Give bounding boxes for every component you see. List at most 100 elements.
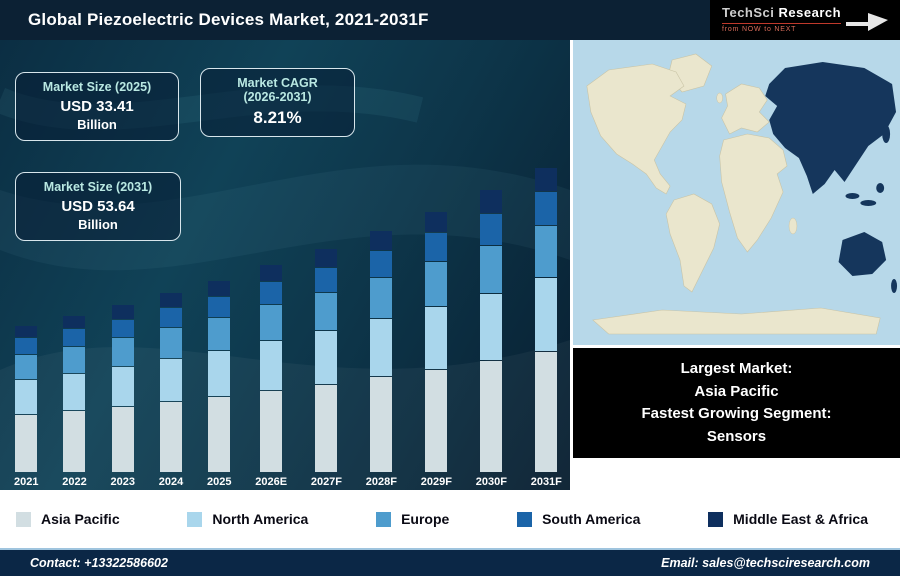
bar-segment-north-america	[260, 341, 283, 390]
map-antarctica	[592, 307, 881, 335]
logo-brand-techsci: TechSci	[722, 5, 775, 20]
x-axis-label: 2026E	[255, 476, 288, 488]
bar-segment-europe	[260, 305, 283, 341]
techsci-logo: TechSci Research from NOW to NEXT	[710, 0, 900, 40]
largest-market-label: Largest Market:	[680, 360, 793, 377]
right-panel: Largest Market: Asia Pacific Fastest Gro…	[573, 40, 900, 490]
bar-stack	[535, 167, 558, 472]
bar-segment-north-america	[480, 293, 503, 361]
x-axis-label: 2027F	[310, 476, 343, 488]
bar-segment-middle-east-africa	[208, 281, 231, 296]
legend-item-asia-pacific: Asia Pacific	[16, 511, 120, 527]
bar-segment-south-america	[260, 282, 283, 305]
market-size-2025-box: Market Size (2025) USD 33.41 Billion	[15, 72, 179, 141]
market-size-2031-box: Market Size (2031) USD 53.64 Billion	[15, 172, 181, 241]
bar-2026E: 2026E	[255, 265, 287, 488]
bar-segment-north-america	[535, 278, 558, 351]
bar-stack	[260, 265, 283, 472]
bar-segment-europe	[370, 278, 393, 319]
bar-segment-middle-east-africa	[111, 305, 134, 319]
bar-segment-north-america	[111, 366, 134, 406]
bar-2031F: 2031F	[530, 167, 562, 488]
bar-segment-south-america	[480, 213, 503, 245]
highlight-box: Largest Market: Asia Pacific Fastest Gro…	[573, 348, 900, 458]
x-axis-label: 2030F	[475, 476, 507, 488]
legend-swatch	[376, 511, 392, 527]
bar-segment-middle-east-africa	[370, 231, 393, 250]
bar-segment-asia-pacific	[63, 411, 86, 472]
footer-contact: Contact: +13322586602	[30, 556, 168, 570]
map-philippines	[876, 183, 885, 193]
bar-stack	[111, 305, 134, 472]
chart-legend: Asia Pacific North America Europe South Ame…	[0, 490, 900, 548]
bar-segment-middle-east-africa	[425, 211, 448, 233]
bar-segment-north-america	[425, 306, 448, 369]
bar-segment-south-america	[425, 233, 448, 262]
bar-segment-north-america	[159, 359, 182, 401]
bar-segment-middle-east-africa	[315, 249, 338, 267]
bar-segment-middle-east-africa	[260, 265, 283, 282]
bar-stack	[315, 249, 338, 472]
header-bar: Global Piezoelectric Devices Market, 202…	[0, 0, 900, 40]
legend-item-middle-east-africa: Middle East & Africa	[708, 511, 868, 527]
bar-stack	[370, 231, 393, 472]
bar-2028F: 2028F	[366, 231, 397, 488]
footer-email: Email: sales@techsciresearch.com	[661, 556, 870, 570]
logo-brand-research: Research	[778, 5, 842, 20]
bar-segment-middle-east-africa	[480, 190, 503, 213]
world-map	[573, 40, 900, 345]
x-axis-label: 2023	[110, 476, 135, 488]
fastest-growing-value: Sensors	[706, 427, 767, 445]
bar-segment-europe	[425, 262, 448, 306]
bar-segment-asia-pacific	[111, 407, 134, 472]
map-north-america	[586, 63, 687, 195]
x-axis-label: 2031F	[530, 476, 562, 488]
bar-segment-north-america	[63, 373, 86, 410]
x-axis-label: 2022	[62, 476, 87, 488]
map-uk	[716, 92, 723, 104]
market-cagr-value: 8.21%	[253, 108, 302, 127]
logo-divider	[722, 22, 842, 24]
bar-segment-south-america	[370, 250, 393, 278]
x-axis-label: 2024	[158, 476, 184, 488]
bar-segment-middle-east-africa	[15, 325, 38, 337]
bar-stack	[15, 325, 38, 472]
bar-2029F: 2029F	[420, 211, 452, 488]
bar-segment-north-america	[315, 331, 338, 384]
bar-stack	[63, 315, 86, 472]
bar-segment-asia-pacific	[260, 390, 283, 472]
map-south-america	[665, 193, 720, 293]
bar-2025: 2025	[207, 281, 231, 488]
legend-label: Middle East & Africa	[733, 511, 868, 527]
footer-bar: Contact: +13322586602 Email: sales@techs…	[0, 548, 900, 576]
bar-segment-north-america	[370, 319, 393, 377]
market-cagr-subtitle: (2026-2031)	[243, 90, 312, 104]
bar-2022: 2022	[62, 315, 87, 488]
map-indonesia-2	[860, 200, 877, 206]
market-size-2025-title: Market Size (2025)	[42, 80, 152, 94]
bar-segment-asia-pacific	[208, 397, 231, 472]
bar-segment-middle-east-africa	[159, 293, 182, 308]
map-indonesia-1	[845, 193, 860, 199]
main-content: Market Size (2025) USD 33.41 Billion Mar…	[0, 40, 900, 490]
market-size-2025-unit: Billion	[77, 117, 117, 132]
market-size-2025-value: USD 33.41	[60, 98, 134, 115]
bar-segment-europe	[535, 226, 558, 278]
market-size-2031-title: Market Size (2031)	[43, 180, 153, 194]
world-map-graphic	[573, 40, 900, 345]
legend-swatch	[517, 511, 533, 527]
x-axis-label: 2028F	[365, 476, 397, 488]
bar-segment-south-america	[159, 308, 182, 328]
bar-segment-middle-east-africa	[535, 167, 558, 192]
bar-2030F: 2030F	[476, 190, 507, 488]
largest-market-value: Asia Pacific	[694, 382, 779, 400]
map-madagascar	[788, 217, 798, 235]
bar-segment-middle-east-africa	[63, 315, 86, 329]
map-africa	[719, 133, 788, 253]
x-axis-label: 2025	[207, 476, 232, 488]
x-axis-label: 2029F	[420, 476, 452, 488]
bar-2023: 2023	[111, 305, 135, 488]
logo-brand: TechSci Research	[722, 5, 842, 21]
bar-segment-asia-pacific	[480, 361, 503, 472]
